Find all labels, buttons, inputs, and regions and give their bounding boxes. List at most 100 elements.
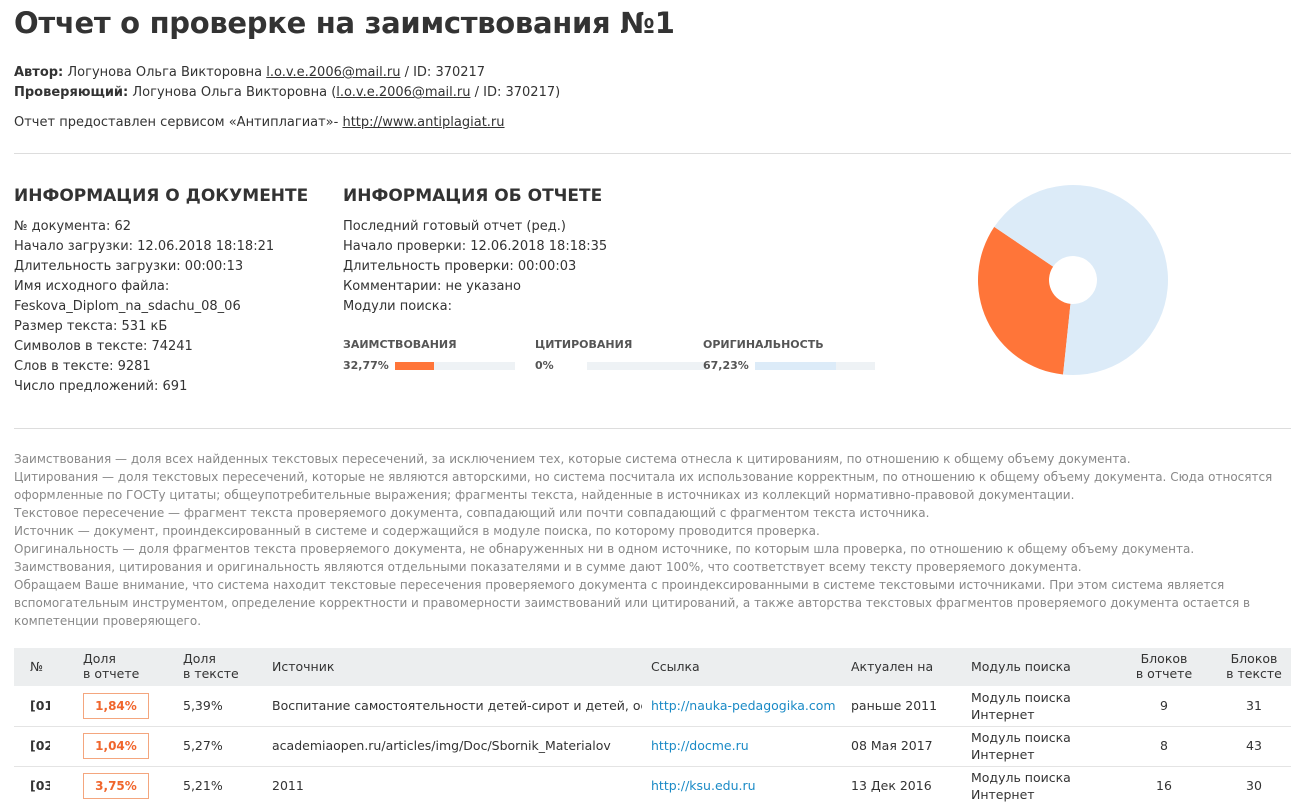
source-link[interactable]: http://nauka-pedagogika.com	[651, 698, 836, 713]
table-header-cell: Модуль поиска	[971, 659, 1091, 674]
table-cell: раньше 2011	[851, 698, 938, 713]
share-box: 3,75%	[83, 773, 149, 799]
module-text: Интернет	[971, 707, 1035, 722]
author-label: Автор:	[14, 65, 64, 80]
definition: Источник — документ, проиндексированный …	[14, 524, 820, 538]
checker-name: Логунова Ольга Викторовна (	[132, 85, 337, 100]
pie-slice	[994, 185, 1168, 375]
table-cell: 31	[1246, 698, 1262, 713]
module-text: Модуль поиска	[971, 690, 1071, 705]
stat-name: ЦИТИРОВАНИЯ	[535, 338, 633, 351]
stat-name: ЗАИМСТВОВАНИЯ	[343, 338, 457, 351]
service-url[interactable]: http://www.antiplagiat.ru	[342, 115, 505, 130]
table-header-cell: Доля в тексте	[183, 651, 263, 681]
table-cell: 08 Мая 2017	[851, 738, 933, 753]
info-line: Комментарии: не указано	[343, 279, 521, 294]
checker-line: Проверяющий: Логунова Ольга Викторовна (…	[14, 85, 560, 100]
row-number: [03]	[30, 778, 50, 793]
table-header-cell: №	[30, 659, 50, 674]
share-box: 1,04%	[83, 733, 149, 759]
stat-track	[395, 362, 515, 370]
table-header-cell: Ссылка	[651, 659, 841, 674]
info-line: Размер текста: 531 кБ	[14, 319, 168, 334]
info-line: Начало загрузки: 12.06.2018 18:18:21	[14, 239, 275, 254]
header-text: Блоков	[1140, 651, 1188, 666]
row-number: [02]	[30, 738, 50, 753]
author-id: / ID: 370217	[404, 65, 486, 80]
table-cell: 9	[1160, 698, 1168, 713]
header-text: Источник	[272, 659, 335, 674]
stat-value: 67,23%	[703, 359, 749, 372]
table-cell: Воспитание самостоятельности детей-сирот…	[272, 698, 642, 713]
stat-track	[587, 362, 707, 370]
table-cell: 5,27%	[183, 738, 223, 753]
info-line: Число предложений: 691	[14, 379, 188, 394]
header-text: в отчете	[83, 666, 140, 681]
doc-info-list: № документа: 62 Начало загрузки: 12.06.20…	[14, 217, 274, 397]
table-header-cell: Доля в отчете	[83, 651, 163, 681]
module-text: Интернет	[971, 747, 1035, 762]
stat-bar	[395, 362, 435, 370]
row-divider	[14, 766, 1291, 767]
info-line: Начало проверки: 12.06.2018 18:18:35	[343, 239, 608, 254]
author-email[interactable]: l.o.v.e.2006@mail.ru	[266, 65, 401, 80]
service-text: Отчет предоставлен сервисом «Антиплагиат…	[14, 115, 339, 130]
pie-chart	[978, 185, 1168, 375]
info-line: Длительность проверки: 00:00:03	[343, 259, 577, 274]
report-info-list: Последний готовый отчет (ред.) Начало про…	[343, 217, 607, 317]
table-cell: 8	[1160, 738, 1168, 753]
definition: Цитирования — доля текстовых пересечений…	[14, 470, 1273, 502]
table-header-cell: Блоков в отчете	[1128, 651, 1200, 681]
info-line: № документа: 62	[14, 219, 132, 234]
info-line: Feskova_Diplom_na_sdachu_08_06	[14, 299, 241, 314]
info-line: Длительность загрузки: 00:00:13	[14, 259, 244, 274]
row-divider	[14, 726, 1291, 727]
module-cell: Модуль поиска Интернет	[971, 769, 1071, 803]
stat-name: ОРИГИНАЛЬНОСТЬ	[703, 338, 824, 351]
stat-value: 32,77%	[343, 359, 389, 372]
header-text: Актуален на	[851, 659, 934, 674]
divider	[14, 153, 1291, 154]
row-number: [01]	[30, 698, 50, 713]
service-line: Отчет предоставлен сервисом «Антиплагиат…	[14, 115, 505, 130]
info-line: Имя исходного файла:	[14, 279, 170, 294]
header-text: Блоков	[1230, 651, 1278, 666]
stat-track	[755, 362, 875, 370]
stat-bar	[755, 362, 836, 370]
header-text: №	[30, 659, 44, 674]
header-text: в тексте	[183, 666, 239, 681]
source-link[interactable]: http://docme.ru	[651, 738, 749, 753]
info-line: Последний готовый отчет (ред.)	[343, 219, 566, 234]
table-cell: 16	[1156, 778, 1172, 793]
header-text: в отчете	[1135, 666, 1193, 681]
table-cell: 5,39%	[183, 698, 223, 713]
definition: Заимствования — доля всех найденных текс…	[14, 452, 1131, 466]
header-text: Доля	[183, 651, 216, 666]
table-cell: academiaopen.ru/articles/img/Doc/Sbornik…	[272, 738, 611, 753]
table-header-cell: Актуален на	[851, 659, 961, 674]
checker-id: / ID: 370217)	[474, 85, 561, 100]
header-text: в тексте	[1226, 666, 1282, 681]
checker-email[interactable]: l.o.v.e.2006@mail.ru	[336, 85, 471, 100]
info-line: Символов в тексте: 74241	[14, 339, 193, 354]
module-text: Модуль поиска	[971, 730, 1071, 745]
share-box: 1,84%	[83, 693, 149, 719]
report-info-heading: ИНФОРМАЦИЯ ОБ ОТЧЕТЕ	[343, 186, 603, 206]
definition: Обращаем Ваше внимание, что система нахо…	[14, 578, 1251, 628]
pie-slice	[978, 226, 1071, 375]
table-cell: 5,21%	[183, 778, 223, 793]
report-title: Отчет о проверке на заимствования №1	[14, 6, 675, 40]
definition: Заимствования, цитирования и оригинально…	[14, 560, 1082, 574]
table-cell: 30	[1246, 778, 1262, 793]
header-text: Доля	[83, 651, 116, 666]
source-link[interactable]: http://ksu.edu.ru	[651, 778, 756, 793]
header-text: Ссылка	[651, 659, 700, 674]
module-text: Интернет	[971, 787, 1035, 802]
table-cell: 43	[1246, 738, 1262, 753]
module-text: Модуль поиска	[971, 770, 1071, 785]
module-cell: Модуль поиска Интернет	[971, 689, 1071, 723]
table-cell: 13 Дек 2016	[851, 778, 932, 793]
module-cell: Модуль поиска Интернет	[971, 729, 1071, 763]
doc-info-heading: ИНФОРМАЦИЯ О ДОКУМЕНТЕ	[14, 186, 309, 206]
